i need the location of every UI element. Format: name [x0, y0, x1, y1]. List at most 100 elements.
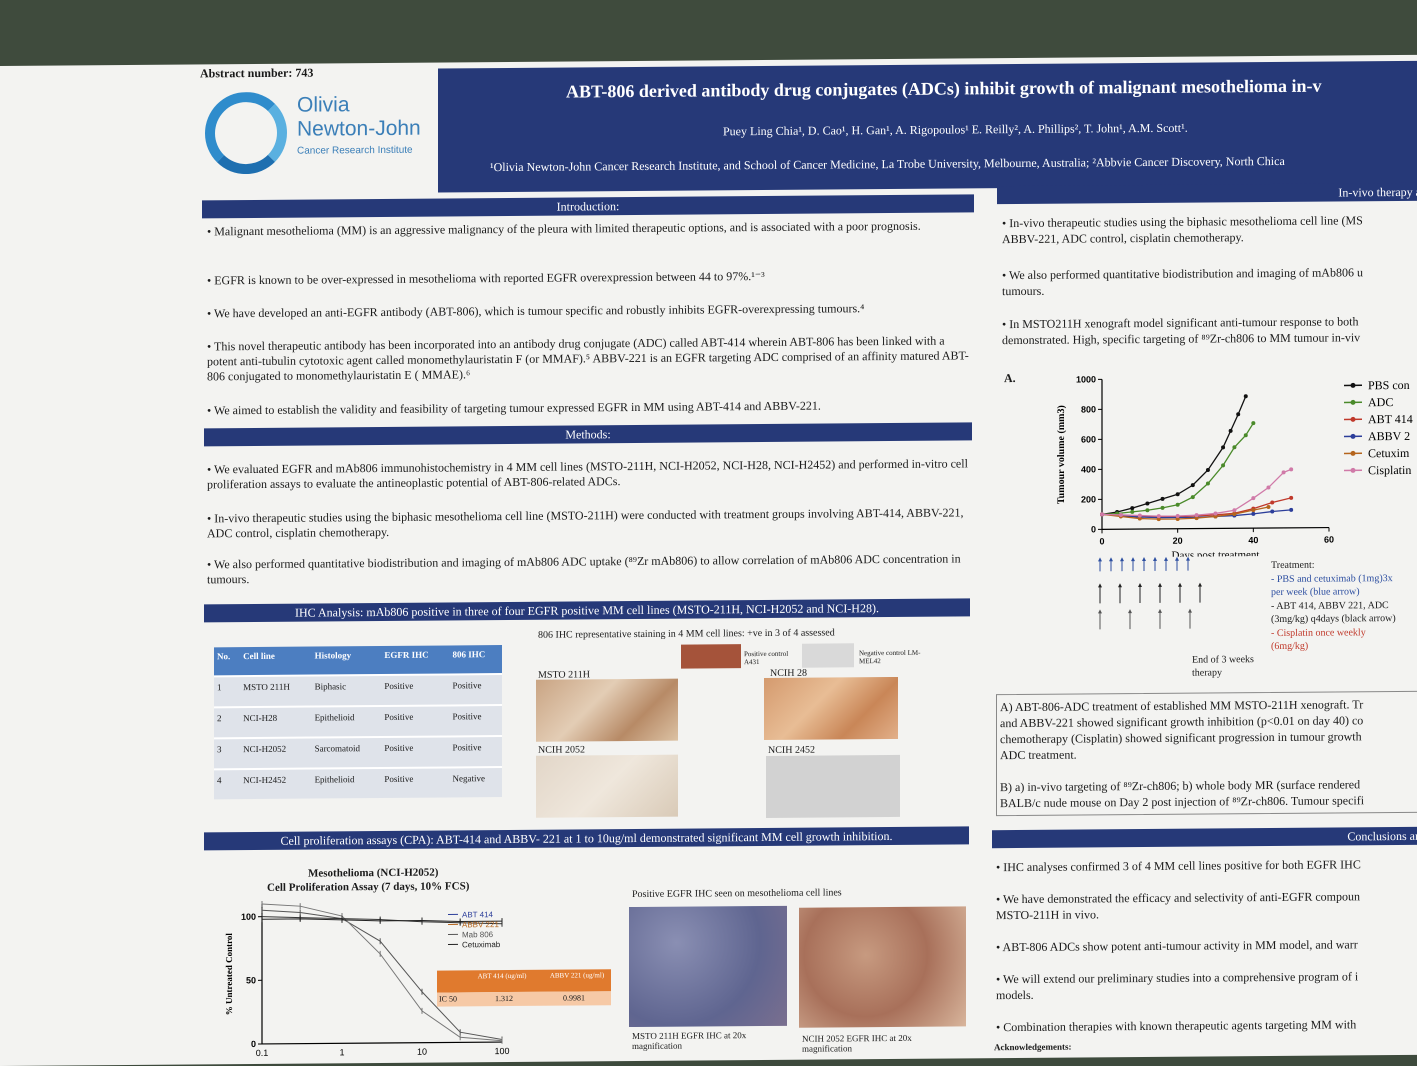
- data-point: [1214, 511, 1218, 515]
- legend-marker: [1351, 383, 1356, 388]
- y-tick-label: 50: [246, 975, 256, 985]
- data-point: [1176, 514, 1180, 518]
- ihc-col-2: Histology: [312, 646, 382, 676]
- egfr-cap1: MSTO 211H EGFR IHC at 20x magnification: [632, 1030, 782, 1051]
- data-point: [1161, 497, 1165, 501]
- stain-image-msto: [536, 679, 678, 742]
- data-point: [1232, 445, 1236, 449]
- end-note-2: therapy: [1192, 667, 1222, 678]
- conclusion-line-4: • We will extend our preliminary studies…: [996, 969, 1358, 987]
- data-point: [1119, 513, 1123, 517]
- ic50-v2: 0.9981: [563, 993, 585, 1002]
- x-tick-label: 0: [1099, 536, 1104, 546]
- data-point: [1251, 421, 1255, 425]
- legend-label: ADC: [1368, 395, 1393, 409]
- black-arrowhead: [1118, 583, 1122, 587]
- x-tick-label: 40: [1248, 535, 1258, 545]
- positive-control-image: [681, 644, 741, 668]
- poster-title: ABT-806 derived antibody drug conjugates…: [566, 76, 1322, 103]
- cell: NCI-H2052: [240, 738, 311, 770]
- data-point: [1145, 508, 1149, 512]
- x-axis: [1102, 528, 1329, 530]
- series-line: [1102, 423, 1253, 514]
- data-point: [1270, 509, 1274, 513]
- data-point: [1232, 508, 1236, 512]
- legend-label: Cisplatin: [1368, 463, 1411, 477]
- invivo-line-1: • In-vivo therapeutic studies using the …: [1002, 213, 1363, 231]
- cell: Negative: [449, 767, 502, 797]
- data-point: [1161, 506, 1165, 510]
- data-point: [1191, 495, 1195, 499]
- treatment-line-1: - PBS and cetuximab (1mg)3x: [1271, 573, 1393, 585]
- y-tick-label: 1000: [1076, 374, 1096, 384]
- ihc-col-4: 806 IHC: [449, 645, 502, 674]
- title-banner: ABT-806 derived antibody drug conjugates…: [438, 61, 1417, 193]
- ic50-table: ABT 414 (ug/ml) ABBV 221 (ug/ml) IC 50 1…: [437, 969, 611, 1010]
- legend-marker: [1351, 417, 1356, 422]
- data-point: [1266, 486, 1270, 490]
- logo-line2: Newton-John: [297, 117, 421, 142]
- cell: MSTO 211H: [240, 676, 311, 708]
- data-point: [1221, 463, 1225, 467]
- conclusion-line-2: MSTO-211H in vivo.: [996, 907, 1099, 923]
- logo-ring-icon: [205, 92, 287, 175]
- treatment-line-2: per week (blue arrow): [1271, 586, 1360, 598]
- ihc-heading: IHC Analysis: mAb806 positive in three o…: [204, 598, 970, 622]
- legend-label: Mab 806: [462, 930, 494, 939]
- ihc-col-0: No.: [214, 647, 240, 676]
- data-point: [1270, 500, 1274, 504]
- intro-bullet-1: • Malignant mesothelioma (MM) is an aggr…: [207, 218, 967, 239]
- data-point: [1289, 467, 1293, 471]
- y-tick-label: 200: [1081, 494, 1096, 504]
- negative-control-image: [802, 643, 854, 667]
- cell: Positive: [381, 736, 449, 768]
- invivo-heading: In-vivo therapy an: [997, 183, 1417, 204]
- data-point: [1232, 512, 1236, 516]
- box-line-6: BALB/c nude mouse on Day 2 post injectio…: [1000, 793, 1364, 811]
- introduction-heading: Introduction:: [202, 194, 974, 218]
- conclusion-line-0: • IHC analyses confirmed 3 of 4 MM cell …: [996, 857, 1361, 875]
- cpa-chart-title-1: Mesothelioma (NCI-H2052): [308, 867, 438, 880]
- legend-label: ABBV 221: [462, 920, 499, 929]
- intro-bullet-2: • EGFR is known to be over-expressed in …: [207, 267, 967, 288]
- data-point: [1191, 483, 1195, 487]
- black-arrowhead: [1198, 583, 1202, 587]
- blue-arrowhead: [1120, 557, 1124, 561]
- cell: Epithelioid: [312, 706, 382, 738]
- negative-control-label: Negative control LM-MEL42: [859, 649, 929, 666]
- intro-bullet-3: • We have developed an anti-EGFR antibod…: [207, 300, 967, 321]
- egfr-image-msto: [629, 906, 787, 1027]
- data-point: [1236, 412, 1240, 416]
- cell: NCI-H2452: [240, 769, 311, 800]
- data-point: [1244, 394, 1248, 398]
- data-point: [1130, 510, 1134, 514]
- blue-arrowhead: [1098, 557, 1102, 561]
- legend-label: Cetuxim: [1368, 446, 1410, 460]
- box-line-3: ADC treatment.: [1000, 748, 1077, 764]
- ic50-h1: ABT 414 (ug/ml): [467, 972, 537, 981]
- cell: Positive: [381, 705, 449, 737]
- legend-label: ABBV 2: [1368, 429, 1410, 443]
- treatment-line-4: (3mg/kg) q4days (black arrow): [1271, 613, 1396, 625]
- cell: NCI-H28: [240, 707, 311, 739]
- legend-marker: [1351, 451, 1356, 456]
- invivo-line-3: • We also performed quantitative biodist…: [1002, 265, 1363, 283]
- cell: 4: [214, 769, 240, 799]
- cell: Positive: [449, 674, 502, 705]
- ic50-h2: ABBV 221 (ug/ml): [542, 971, 612, 980]
- authors: Puey Ling Chia¹, D. Cao¹, H. Gan¹, A. Ri…: [723, 121, 1188, 140]
- legend-label: Cetuximab: [462, 940, 501, 949]
- egfr-caption: Positive EGFR IHC seen on mesothelioma c…: [632, 887, 842, 900]
- blue-arrowhead: [1175, 557, 1179, 561]
- box-line-2: chemotherapy (Cisplatin) showed signific…: [1000, 729, 1362, 747]
- cell: 2: [214, 707, 240, 738]
- data-point: [1221, 445, 1225, 449]
- box-line-0: A) ABT-806-ADC treatment of established …: [1000, 697, 1363, 715]
- stain-image-h2052: [536, 755, 678, 818]
- invivo-line-4: tumours.: [1002, 284, 1044, 299]
- x-tick-label: 10: [417, 1047, 427, 1057]
- black-arrowhead: [1098, 583, 1102, 587]
- methods-bullet-3: • We also performed quantitative biodist…: [207, 551, 967, 587]
